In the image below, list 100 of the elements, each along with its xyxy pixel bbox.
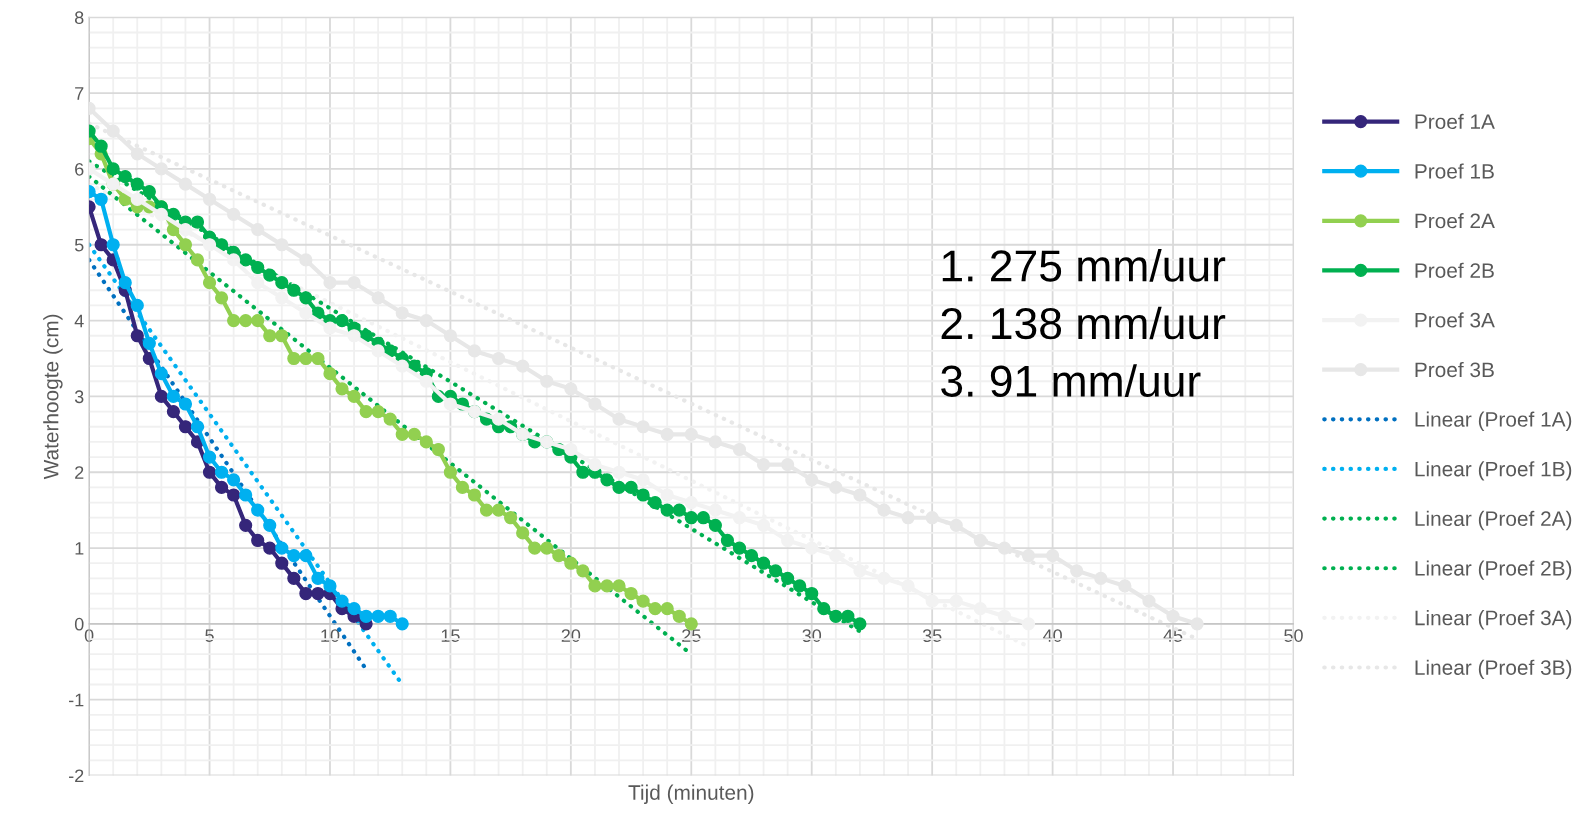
point xyxy=(347,602,361,616)
point xyxy=(624,586,638,601)
point xyxy=(516,359,530,373)
x-tick-label: 0 xyxy=(84,629,94,642)
point xyxy=(648,602,662,616)
point xyxy=(323,321,337,335)
point xyxy=(684,427,698,441)
annotation: 2. 138 mm/uur xyxy=(941,306,1226,340)
point xyxy=(142,336,156,350)
point xyxy=(540,541,554,555)
point xyxy=(660,488,674,502)
point xyxy=(901,511,915,525)
point xyxy=(299,306,313,320)
point xyxy=(684,495,698,510)
point xyxy=(491,503,506,517)
point xyxy=(395,617,409,631)
point xyxy=(130,329,144,343)
legend-label: Proef 3A xyxy=(1415,312,1495,328)
point xyxy=(299,351,313,366)
point xyxy=(588,458,602,472)
point xyxy=(419,435,433,449)
point xyxy=(1021,617,1036,631)
point xyxy=(407,427,421,441)
legend-label: Linear (Proef 2A) xyxy=(1415,510,1572,531)
point xyxy=(202,465,217,479)
point xyxy=(94,192,108,206)
point xyxy=(636,594,650,608)
point xyxy=(359,609,373,623)
point xyxy=(227,207,241,222)
y-tick-label: 2 xyxy=(75,466,84,479)
point xyxy=(239,518,253,532)
point xyxy=(600,579,614,593)
point xyxy=(540,374,554,388)
y-tick-label: 4 xyxy=(74,314,84,328)
annotation: 1. 275 mm/uur xyxy=(942,249,1226,282)
point xyxy=(311,586,325,601)
legend-label: Proef 2A xyxy=(1415,213,1495,229)
x-axis-title: Tijd (minuten) xyxy=(628,784,754,805)
point xyxy=(1094,571,1108,585)
y-tick-label: 0 xyxy=(74,617,84,631)
point xyxy=(106,124,120,138)
point xyxy=(564,382,578,396)
point xyxy=(166,404,181,419)
legend-label: Proef 1A xyxy=(1415,113,1495,130)
point xyxy=(576,564,590,578)
point xyxy=(708,503,722,517)
point xyxy=(491,412,506,426)
point xyxy=(973,533,987,548)
point xyxy=(925,594,939,608)
point xyxy=(154,389,168,404)
point xyxy=(371,344,385,358)
y-tick-label: 5 xyxy=(74,238,84,252)
point xyxy=(287,549,301,563)
point xyxy=(335,594,349,608)
legend-label: Linear (Proef 3B) xyxy=(1415,659,1572,680)
point xyxy=(455,480,470,494)
point xyxy=(106,238,120,252)
point xyxy=(491,351,506,366)
point xyxy=(178,238,193,252)
point xyxy=(335,382,349,396)
y-tick-label: -1 xyxy=(68,693,84,707)
point xyxy=(251,276,265,290)
legend-label: Linear (Proef 2B) xyxy=(1415,560,1572,580)
point xyxy=(154,162,168,176)
point xyxy=(178,397,193,411)
point xyxy=(383,609,397,623)
point xyxy=(443,329,458,343)
point xyxy=(323,367,337,381)
point xyxy=(178,223,193,237)
point xyxy=(443,397,458,411)
point xyxy=(178,177,193,191)
point xyxy=(371,609,385,623)
point xyxy=(299,586,313,601)
point xyxy=(877,503,891,517)
point xyxy=(323,579,337,593)
point xyxy=(588,397,602,411)
y-tick-label: 3 xyxy=(74,390,84,404)
point xyxy=(154,367,168,381)
point xyxy=(781,533,795,548)
point xyxy=(130,298,144,313)
point xyxy=(1070,564,1084,578)
point xyxy=(275,238,289,252)
point xyxy=(612,579,626,593)
point xyxy=(347,389,361,404)
point xyxy=(347,276,361,290)
point xyxy=(829,480,843,494)
point xyxy=(528,541,542,555)
point xyxy=(130,147,144,161)
point xyxy=(419,374,433,388)
point xyxy=(660,602,674,616)
point xyxy=(756,458,771,472)
point xyxy=(227,253,241,267)
point xyxy=(564,556,578,570)
point xyxy=(395,306,409,320)
point xyxy=(431,442,445,457)
y-tick-label: 1 xyxy=(75,542,84,555)
point xyxy=(467,488,482,502)
annotation: 3. 91 mm/uur xyxy=(941,364,1201,397)
point xyxy=(287,351,301,366)
point xyxy=(118,276,132,290)
